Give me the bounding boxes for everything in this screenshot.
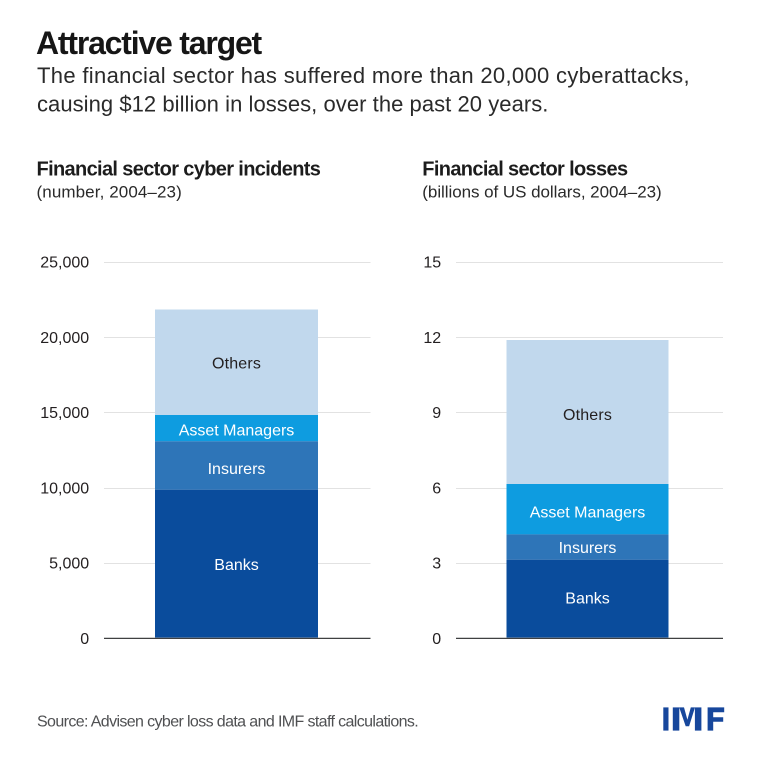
svg-text:3: 3 (432, 556, 441, 573)
svg-text:25,000: 25,000 (40, 255, 89, 272)
svg-text:Banks: Banks (214, 557, 258, 574)
svg-text:9: 9 (432, 405, 441, 422)
svg-text:12: 12 (423, 330, 441, 347)
svg-text:Insurers: Insurers (208, 461, 266, 478)
svg-text:Asset Managers: Asset Managers (179, 422, 295, 439)
svg-text:Others: Others (563, 407, 612, 424)
svg-text:The financial sector has suffe: The financial sector has suffered more t… (37, 63, 690, 88)
svg-text:Banks: Banks (565, 591, 609, 608)
svg-text:15: 15 (423, 255, 441, 272)
svg-text:0: 0 (432, 631, 441, 648)
svg-text:causing $12 billion in losses,: causing $12 billion in losses, over the … (37, 92, 548, 117)
svg-text:Financial sector losses: Financial sector losses (422, 158, 628, 180)
svg-text:Financial sector cyber inciden: Financial sector cyber incidents (37, 158, 321, 180)
svg-text:0: 0 (80, 631, 89, 648)
svg-text:6: 6 (432, 480, 441, 497)
svg-text:Asset Managers: Asset Managers (530, 505, 646, 522)
svg-text:Source: Advisen cyber loss dat: Source: Advisen cyber loss data and IMF … (37, 714, 418, 731)
svg-text:(billions of US dollars, 2004–: (billions of US dollars, 2004–23) (422, 183, 661, 202)
svg-text:15,000: 15,000 (40, 405, 89, 422)
svg-text:20,000: 20,000 (40, 330, 89, 347)
svg-text:5,000: 5,000 (49, 556, 89, 573)
svg-text:Others: Others (212, 356, 261, 373)
svg-text:(number, 2004–23): (number, 2004–23) (37, 183, 182, 202)
svg-text:Insurers: Insurers (559, 540, 617, 557)
svg-text:10,000: 10,000 (40, 480, 89, 497)
svg-text:Attractive target: Attractive target (36, 25, 263, 61)
